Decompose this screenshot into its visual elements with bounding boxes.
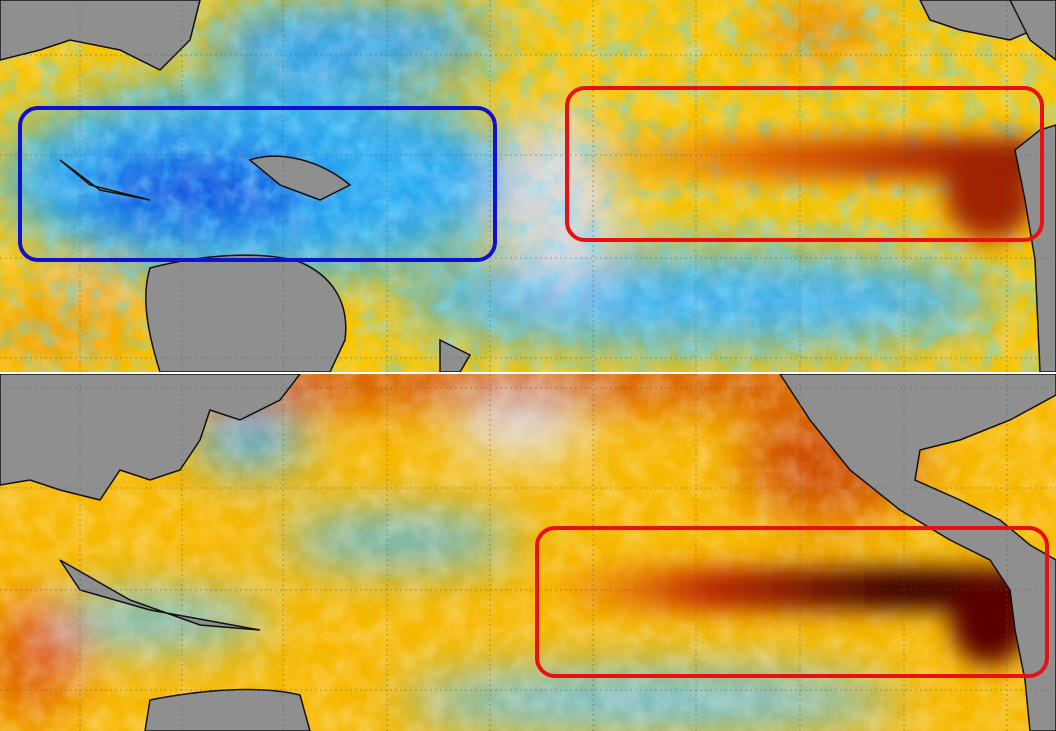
bottom-map — [0, 374, 1056, 731]
land — [0, 374, 1056, 731]
highlight-box-red — [565, 86, 1044, 242]
land — [0, 0, 1056, 372]
graticule — [0, 374, 1056, 731]
highlight-box-red — [535, 526, 1049, 678]
divider — [0, 372, 1056, 374]
warm-band — [590, 138, 1040, 240]
highlight-box-blue — [18, 106, 497, 262]
top-map — [0, 0, 1056, 372]
